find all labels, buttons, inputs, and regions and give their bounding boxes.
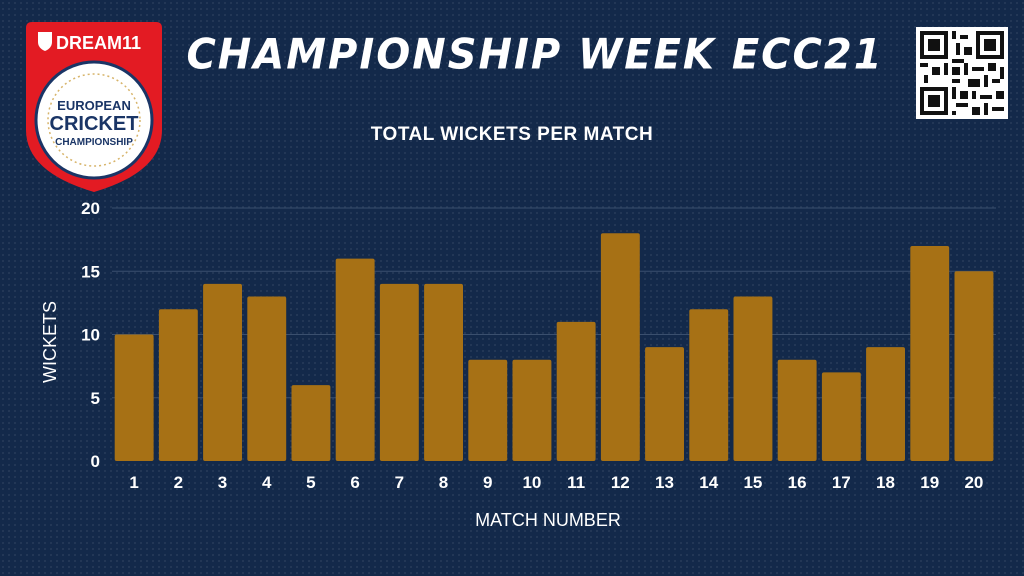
qr-code	[916, 27, 1008, 119]
x-tick-label: 13	[655, 473, 674, 492]
y-axis-label: WICKETS	[40, 301, 60, 383]
bar-match-4	[247, 296, 287, 461]
bar-match-8	[424, 283, 463, 461]
bar-match-14	[689, 309, 729, 461]
bar-match-12	[600, 233, 640, 461]
logo-line-3: CHAMPIONSHIP	[55, 137, 133, 148]
x-axis-label: MATCH NUMBER	[475, 510, 621, 530]
y-tick-label: 20	[81, 199, 100, 218]
bar-match-1	[114, 334, 154, 461]
x-tick-label: 8	[439, 473, 448, 492]
bar-match-10	[512, 359, 552, 461]
qr-code-icon	[916, 27, 1008, 119]
page-title: CHAMPIONSHIP WEEK ECC21	[186, 30, 884, 80]
chart-title: TOTAL WICKETS PER MATCH	[370, 124, 654, 145]
x-tick-label: 4	[262, 473, 272, 492]
bar-match-15	[733, 296, 773, 461]
x-tick-label: 16	[788, 473, 807, 492]
x-tick-label: 15	[743, 473, 762, 492]
bar-match-17	[821, 372, 861, 461]
y-tick-label: 10	[81, 326, 100, 345]
bars	[114, 233, 994, 462]
bar-match-18	[866, 347, 905, 461]
ecc-logo: DREAM11 EUROPEAN CRICKET CHAMPIONSHIP	[26, 22, 162, 192]
gridlines	[112, 207, 996, 399]
y-tick-label: 15	[81, 262, 100, 281]
x-tick-labels: 1 2 3 4 5 6 7 8 9 10 11 12 13 14 15 16 17 18 19 20	[129, 473, 983, 492]
x-tick-label: 14	[699, 473, 718, 492]
y-tick-label: 0	[91, 452, 100, 471]
bar-match-13	[645, 347, 684, 461]
x-tick-label: 7	[395, 473, 404, 492]
x-tick-label: 17	[832, 473, 851, 492]
bar-match-9	[468, 359, 508, 461]
logo-brand-text: DREAM11	[56, 33, 141, 53]
bar-match-16	[777, 359, 817, 461]
x-tick-label: 3	[218, 473, 227, 492]
x-tick-label: 9	[483, 473, 492, 492]
bar-match-3	[203, 283, 242, 461]
bar-match-11	[556, 321, 596, 461]
bar-match-19	[910, 246, 950, 461]
x-tick-label: 11	[567, 473, 585, 492]
x-tick-label: 20	[964, 473, 983, 492]
x-tick-label: 10	[522, 473, 541, 492]
x-tick-label: 6	[350, 473, 359, 492]
bar-match-6	[335, 258, 375, 461]
x-tick-label: 5	[306, 473, 315, 492]
x-tick-label: 1	[129, 473, 138, 492]
x-tick-label: 2	[174, 473, 183, 492]
dream11-shield-icon	[38, 32, 52, 51]
bar-match-20	[954, 271, 994, 462]
bar-match-7	[379, 283, 419, 461]
x-tick-label: 12	[611, 473, 630, 492]
x-tick-label: 19	[920, 473, 939, 492]
y-tick-labels: 0 5 10 15 20	[81, 199, 100, 471]
bar-match-2	[158, 309, 198, 461]
y-tick-label: 5	[91, 389, 100, 408]
logo-line-2: CRICKET	[50, 113, 139, 135]
x-tick-label: 18	[876, 473, 895, 492]
logo-line-1: EUROPEAN	[57, 98, 131, 113]
bar-match-5	[291, 385, 331, 461]
